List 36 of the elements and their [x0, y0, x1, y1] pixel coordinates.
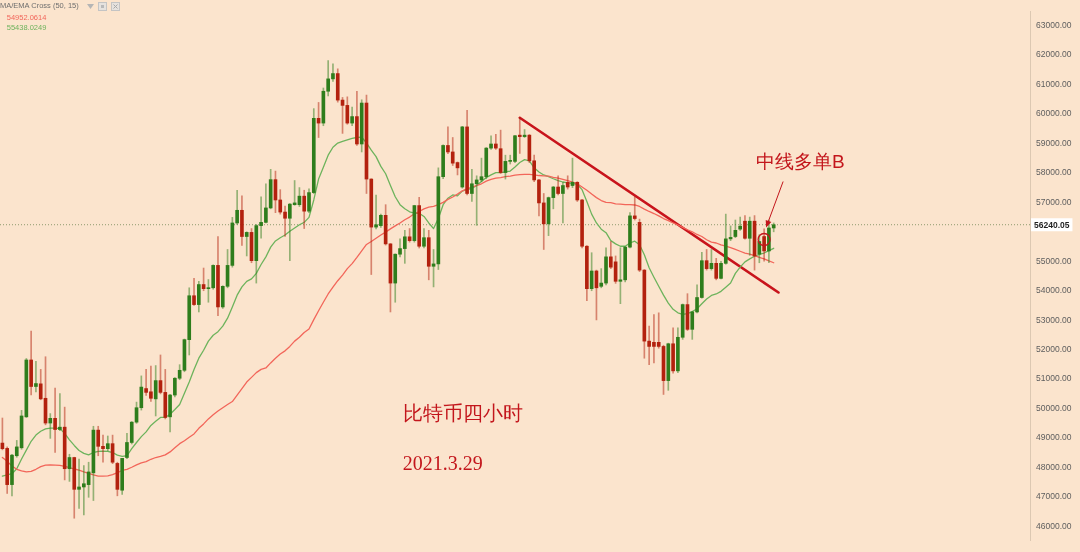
candlestick: [561, 181, 565, 224]
y-tick-label: 52000.00: [1036, 344, 1072, 355]
y-tick-label: 48000.00: [1036, 461, 1072, 472]
candlestick: [283, 205, 287, 237]
y-tick-label: 63000.00: [1036, 19, 1072, 30]
annotation: 2021.3.29: [402, 452, 483, 475]
y-tick-label: 51000.00: [1036, 373, 1072, 384]
candlestick: [738, 216, 742, 231]
y-tick-label: 60000.00: [1036, 108, 1072, 119]
y-tick-label: 59000.00: [1036, 137, 1072, 148]
y-tick-label: 50000.00: [1036, 402, 1072, 413]
candlestick: [474, 175, 479, 226]
annotation: 中线多单B: [756, 150, 845, 172]
candlestick: [517, 116, 522, 154]
candlestick: [48, 413, 53, 439]
y-tick-label: 55000.00: [1036, 255, 1072, 266]
candlestick: [34, 361, 38, 393]
candlestick: [53, 387, 57, 453]
ref-line-label: 56240.05: [1034, 219, 1070, 230]
y-tick-label: 47000.00: [1036, 491, 1072, 502]
y-tick-label: 46000.00: [1036, 520, 1072, 531]
candlestick: [82, 465, 86, 516]
candlestick: [77, 458, 81, 509]
y-tick-label: 53000.00: [1036, 314, 1072, 325]
y-tick-label: 58000.00: [1036, 167, 1072, 178]
candlestick: [244, 231, 249, 257]
y-tick-label: 61000.00: [1036, 78, 1072, 89]
candlestick: [632, 196, 637, 221]
annotation: 比特币四小时: [402, 401, 523, 424]
y-tick-label: 62000.00: [1036, 49, 1072, 60]
y-tick-label: 49000.00: [1036, 432, 1072, 443]
y-tick-label: 57000.00: [1036, 196, 1072, 207]
candlestick: [58, 393, 62, 432]
candlestick: [599, 268, 604, 289]
y-tick-label: 54000.00: [1036, 285, 1072, 296]
candlestick: [288, 203, 292, 262]
